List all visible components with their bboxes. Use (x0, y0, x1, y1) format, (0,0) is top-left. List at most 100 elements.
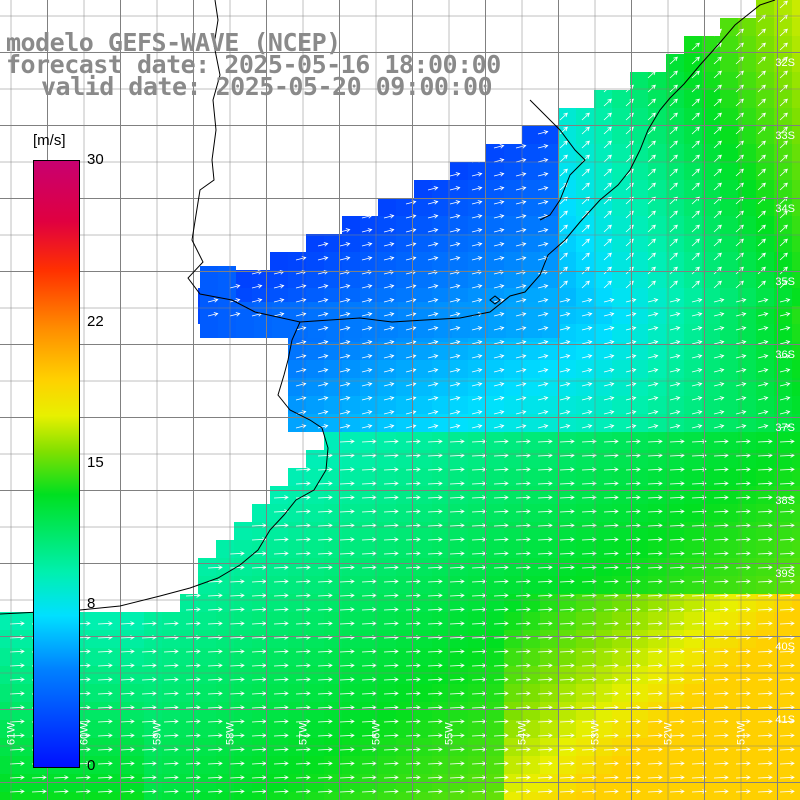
wind-cell (702, 180, 720, 198)
wind-arrow (603, 98, 612, 107)
wind-arrow (427, 242, 439, 247)
wind-cell (198, 558, 216, 576)
wind-cell (630, 162, 648, 180)
longitude-label: 52W (663, 722, 675, 745)
wind-cell (432, 630, 450, 648)
wind-arrow (647, 112, 656, 121)
wind-cell (344, 320, 362, 338)
wind-arrow (251, 607, 267, 612)
wind-cell (756, 702, 774, 720)
wind-arrow (757, 677, 773, 682)
wind-cell (720, 36, 738, 54)
wind-arrow (361, 228, 373, 233)
wind-arrow (493, 761, 509, 766)
wind-arrow (713, 621, 729, 626)
wind-cell (630, 792, 648, 800)
wind-cell (738, 486, 756, 504)
wind-arrow (713, 551, 729, 556)
wind-arrow (185, 775, 201, 780)
wind-cell (684, 684, 702, 702)
wind-cell (396, 342, 414, 360)
wind-cell (306, 738, 324, 756)
wind-cell (594, 180, 612, 198)
wind-cell (180, 702, 198, 720)
wind-arrow (317, 649, 333, 654)
wind-arrow (251, 733, 267, 738)
wind-cell (342, 576, 360, 594)
wind-cell (576, 360, 594, 378)
wind-cell (702, 594, 720, 612)
wind-cell (756, 684, 774, 702)
wind-arrow (691, 747, 707, 752)
wind-cell (486, 252, 504, 270)
wind-cell (486, 270, 504, 288)
wind-cell (504, 504, 522, 522)
wind-cell (450, 558, 468, 576)
wind-arrow (339, 410, 351, 415)
wind-arrow (691, 126, 700, 135)
wind-arrow (9, 691, 25, 696)
wind-arrow (581, 182, 590, 191)
wind-cell (216, 540, 234, 558)
wind-arrow (757, 56, 766, 65)
wind-arrow (713, 326, 725, 331)
wind-cell (254, 320, 272, 338)
wind-cell (540, 594, 558, 612)
wind-cell (738, 234, 756, 252)
wind-cell (540, 738, 558, 756)
wind-arrow (647, 368, 659, 373)
wind-cell (792, 684, 800, 702)
wind-cell (792, 630, 800, 648)
wind-arrow (537, 495, 553, 500)
wind-arrow (339, 495, 355, 500)
wind-arrow (647, 691, 663, 696)
wind-cell (162, 612, 180, 630)
wind-arrow (273, 537, 289, 542)
wind-arrow (383, 368, 395, 373)
wind-cell (252, 576, 270, 594)
wind-cell (468, 612, 486, 630)
wind-cell (378, 486, 396, 504)
wind-arrow (427, 354, 439, 359)
wind-arrow (383, 382, 395, 387)
wind-cell (450, 198, 468, 216)
wind-arrow (625, 523, 641, 528)
wind-arrow (119, 775, 135, 780)
wind-cell (432, 414, 450, 432)
wind-arrow (273, 298, 285, 303)
wind-cell (738, 792, 756, 800)
wind-arrow (317, 368, 329, 373)
wind-cell (720, 648, 738, 666)
wind-cell (432, 792, 450, 800)
wind-cell (576, 468, 594, 486)
wind-cell (666, 576, 684, 594)
wind-cell (396, 378, 414, 396)
wind-arrow (449, 284, 461, 289)
wind-arrow (647, 396, 659, 401)
wind-arrow (735, 42, 744, 51)
wind-cell (144, 792, 162, 800)
wind-cell (684, 360, 702, 378)
wind-arrow (735, 537, 751, 542)
wind-arrow (9, 649, 25, 654)
wind-cell (108, 792, 126, 800)
wind-arrow (691, 238, 700, 247)
wind-arrow (757, 537, 773, 542)
wind-arrow (537, 509, 553, 514)
wind-cell (0, 738, 18, 756)
wind-cell (576, 504, 594, 522)
wind-arrow (669, 340, 681, 345)
wind-cell (558, 468, 576, 486)
wind-cell (630, 648, 648, 666)
wind-arrow (581, 312, 593, 317)
wind-cell (236, 302, 254, 320)
wind-cell (540, 576, 558, 594)
wind-cell (486, 666, 504, 684)
wind-arrow (515, 565, 531, 570)
wind-cell (594, 306, 612, 324)
wind-arrow (493, 495, 509, 500)
wind-arrow (515, 340, 527, 345)
wind-cell (612, 594, 630, 612)
wind-arrow (537, 607, 553, 612)
wind-arrow (757, 340, 769, 345)
